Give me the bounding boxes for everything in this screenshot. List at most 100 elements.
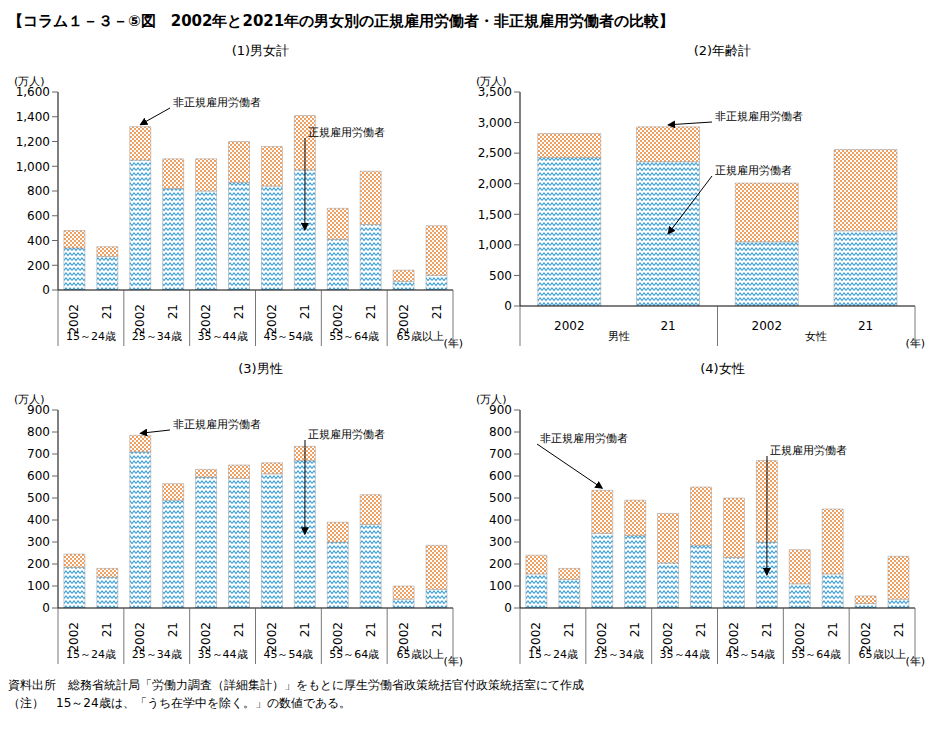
svg-text:1,000: 1,000: [478, 238, 512, 252]
svg-text:600: 600: [489, 469, 512, 483]
svg-text:300: 300: [27, 535, 50, 549]
svg-text:21: 21: [628, 622, 642, 637]
svg-text:正規雇用労働者: 正規雇用労働者: [715, 164, 792, 177]
svg-text:55～64歳: 55～64歳: [791, 648, 841, 661]
svg-text:900: 900: [489, 403, 512, 417]
svg-text:非正規雇用労働者: 非正規雇用労働者: [715, 110, 803, 123]
svg-text:200: 200: [27, 557, 50, 571]
svg-text:21: 21: [298, 304, 312, 319]
html-text:(1)男女計: (1)男女計: [231, 43, 290, 58]
svg-text:2002: 2002: [133, 622, 148, 653]
svg-text:21: 21: [660, 319, 675, 333]
svg-text:45～54歳: 45～54歳: [263, 330, 313, 343]
svg-text:65歳以上: 65歳以上: [397, 330, 444, 343]
svg-text:45～54歳: 45～54歳: [725, 648, 775, 661]
svg-text:非正規雇用労働者: 非正規雇用労働者: [540, 432, 628, 445]
svg-text:35～44歳: 35～44歳: [198, 648, 248, 661]
svg-text:0: 0: [42, 283, 50, 297]
svg-text:65歳以上: 65歳以上: [859, 648, 906, 661]
svg-text:800: 800: [489, 425, 512, 439]
svg-text:21: 21: [166, 304, 180, 319]
svg-text:500: 500: [27, 491, 50, 505]
svg-text:2002: 2002: [133, 304, 148, 335]
svg-text:男性: 男性: [608, 330, 630, 343]
svg-text:400: 400: [27, 513, 50, 527]
svg-text:700: 700: [489, 447, 512, 461]
svg-text:400: 400: [489, 513, 512, 527]
svg-text:800: 800: [27, 425, 50, 439]
svg-text:500: 500: [489, 269, 512, 283]
svg-text:0: 0: [504, 299, 512, 313]
svg-text:2,500: 2,500: [478, 146, 512, 160]
svg-text:21: 21: [232, 622, 246, 637]
svg-text:35～44歳: 35～44歳: [660, 648, 710, 661]
svg-text:2002: 2002: [199, 304, 214, 335]
svg-text:100: 100: [27, 579, 50, 593]
svg-text:非正規雇用労働者: 非正規雇用労働者: [173, 96, 261, 109]
svg-text:21: 21: [232, 304, 246, 319]
svg-text:100: 100: [489, 579, 512, 593]
svg-text:2002: 2002: [396, 304, 411, 335]
svg-text:21: 21: [364, 304, 378, 319]
svg-text:15～24歳: 15～24歳: [528, 648, 578, 661]
svg-text:1,200: 1,200: [16, 135, 50, 149]
svg-text:非正規雇用労働者: 非正規雇用労働者: [173, 418, 261, 431]
svg-text:0: 0: [42, 601, 50, 615]
svg-text:21: 21: [298, 622, 312, 637]
svg-text:2002: 2002: [330, 622, 345, 653]
svg-text:21: 21: [858, 319, 873, 333]
svg-text:0: 0: [504, 601, 512, 615]
svg-text:800: 800: [27, 184, 50, 198]
svg-text:女性: 女性: [805, 330, 827, 343]
svg-text:2002: 2002: [752, 319, 783, 333]
svg-text:700: 700: [27, 447, 50, 461]
svg-text:15～24歳: 15～24歳: [66, 330, 116, 343]
svg-text:2002: 2002: [199, 622, 214, 653]
svg-text:55～64歳: 55～64歳: [329, 648, 379, 661]
svg-text:1,600: 1,600: [16, 85, 50, 99]
svg-text:2002: 2002: [67, 304, 82, 335]
svg-text:21: 21: [562, 622, 576, 637]
svg-text:55～64歳: 55～64歳: [329, 330, 379, 343]
svg-text:300: 300: [489, 535, 512, 549]
html-text:(3)男性: (3)男性: [238, 361, 283, 376]
svg-text:21: 21: [430, 304, 444, 319]
svg-text:正規雇用労働者: 正規雇用労働者: [308, 428, 385, 441]
svg-text:1,400: 1,400: [16, 110, 50, 124]
html-text:(2)年齢計: (2)年齢計: [693, 43, 752, 58]
svg-text:2,000: 2,000: [478, 177, 512, 191]
svg-text:200: 200: [489, 557, 512, 571]
svg-text:正規雇用労働者: 正規雇用労働者: [770, 444, 847, 457]
svg-text:25～34歳: 25～34歳: [132, 330, 182, 343]
svg-text:400: 400: [27, 234, 50, 248]
svg-text:65歳以上: 65歳以上: [397, 648, 444, 661]
svg-text:正規雇用労働者: 正規雇用労働者: [308, 126, 385, 139]
svg-text:21: 21: [694, 622, 708, 637]
svg-text:1,500: 1,500: [478, 208, 512, 222]
svg-text:21: 21: [760, 622, 774, 637]
svg-text:21: 21: [364, 622, 378, 637]
svg-text:21: 21: [826, 622, 840, 637]
svg-text:3,000: 3,000: [478, 116, 512, 130]
svg-text:25～34歳: 25～34歳: [132, 648, 182, 661]
svg-text:15～24歳: 15～24歳: [66, 648, 116, 661]
svg-text:2002: 2002: [554, 319, 585, 333]
svg-text:35～44歳: 35～44歳: [198, 330, 248, 343]
svg-text:600: 600: [27, 469, 50, 483]
svg-text:21: 21: [100, 304, 114, 319]
svg-text:2002: 2002: [67, 622, 82, 653]
svg-text:25～34歳: 25～34歳: [594, 648, 644, 661]
svg-text:1,000: 1,000: [16, 160, 50, 174]
svg-text:900: 900: [27, 403, 50, 417]
svg-text:21: 21: [166, 622, 180, 637]
svg-text:2002: 2002: [330, 304, 345, 335]
svg-text:3,500: 3,500: [478, 85, 512, 99]
svg-text:21: 21: [430, 622, 444, 637]
svg-text:21: 21: [100, 622, 114, 637]
svg-text:21: 21: [892, 622, 906, 637]
html-text:【コラム１－３－⑤図 2002年と2021年の男女別の正規雇: 【コラム１－３－⑤図 2002年と2021年の男女別の正規雇用労働者・非正規雇用…: [8, 12, 675, 30]
svg-text:200: 200: [27, 259, 50, 273]
svg-text:45～54歳: 45～54歳: [263, 648, 313, 661]
svg-text:600: 600: [27, 209, 50, 223]
svg-text:500: 500: [489, 491, 512, 505]
